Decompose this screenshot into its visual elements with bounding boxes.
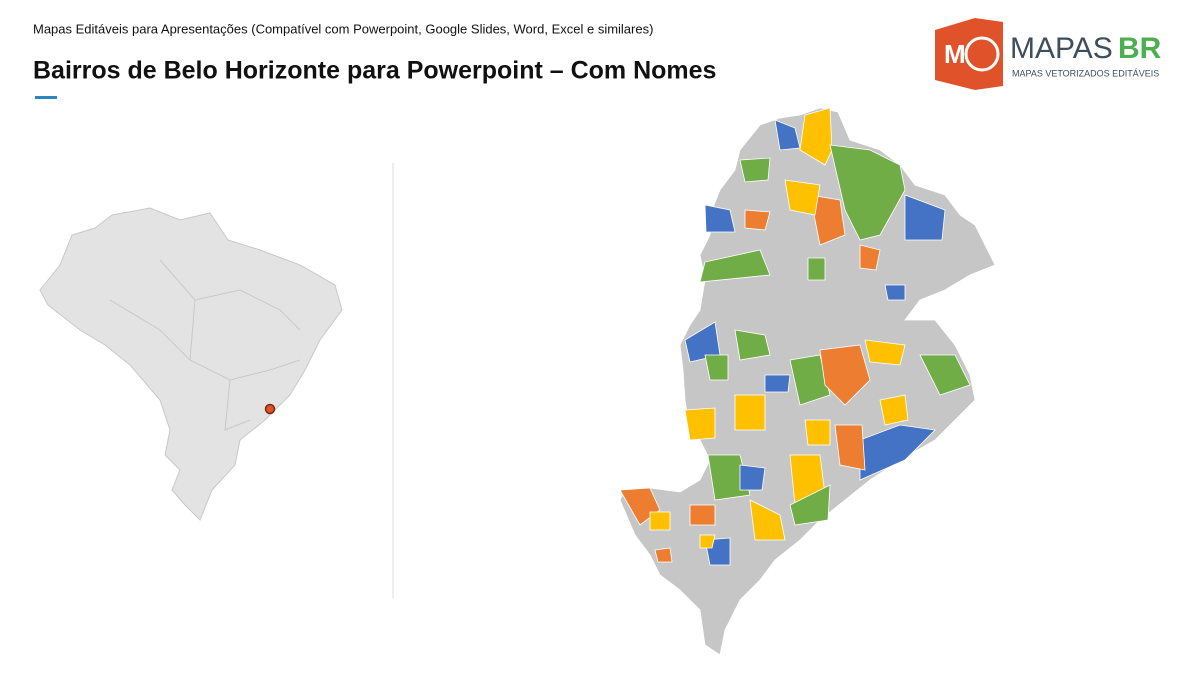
neighborhood xyxy=(764,374,791,393)
bh-map xyxy=(619,107,996,656)
state-border xyxy=(159,259,301,331)
neighborhood xyxy=(749,499,786,541)
neighborhood xyxy=(699,534,716,549)
location-marker xyxy=(264,403,276,415)
neighborhood xyxy=(859,424,936,481)
neighborhood xyxy=(704,354,729,381)
logo-brand: MAPAS xyxy=(1010,32,1113,65)
neighborhood xyxy=(809,194,846,246)
logo-globe xyxy=(964,36,1000,72)
neighborhood xyxy=(739,464,766,491)
neighborhood xyxy=(804,419,831,446)
neighborhood xyxy=(649,511,671,531)
neighborhood xyxy=(879,394,909,426)
neighborhood xyxy=(859,244,881,271)
neighborhood xyxy=(739,157,771,183)
neighborhood xyxy=(774,119,801,151)
title-accent xyxy=(35,96,57,99)
neighborhood xyxy=(834,424,866,471)
neighborhood xyxy=(744,209,771,231)
logo-icon xyxy=(935,18,1003,90)
neighborhood xyxy=(684,407,716,441)
neighborhood xyxy=(799,107,833,166)
state-border xyxy=(109,299,191,361)
neighborhood xyxy=(734,329,771,361)
neighborhood xyxy=(784,179,821,216)
subtitle: Mapas Editáveis para Apresentações (Comp… xyxy=(33,21,653,36)
neighborhood xyxy=(919,354,971,396)
title: Bairros de Belo Horizonte para Powerpoin… xyxy=(33,57,716,85)
neighborhood xyxy=(904,194,946,241)
neighborhood xyxy=(689,504,716,526)
neighborhood xyxy=(829,144,906,241)
logo: M MAPAS BR MAPAS VETORIZADOS EDITÁVEIS xyxy=(935,18,1162,90)
neighborhood xyxy=(707,454,751,501)
neighborhood xyxy=(819,344,871,406)
neighborhood xyxy=(807,257,826,281)
state-border xyxy=(224,379,251,431)
neighborhood xyxy=(699,249,771,283)
logo-letter: M xyxy=(944,39,966,69)
neighborhood xyxy=(789,484,831,526)
logo-brand-suffix: BR xyxy=(1118,32,1162,65)
logo-tagline: MAPAS VETORIZADOS EDITÁVEIS xyxy=(1012,68,1159,78)
neighborhood xyxy=(654,547,673,563)
brazil-outline xyxy=(39,207,343,521)
neighborhood xyxy=(734,394,766,431)
neighborhood xyxy=(704,204,736,233)
neighborhood xyxy=(789,354,831,406)
neighborhood xyxy=(884,284,906,301)
brazil-map xyxy=(39,207,343,521)
neighborhood xyxy=(864,339,906,366)
